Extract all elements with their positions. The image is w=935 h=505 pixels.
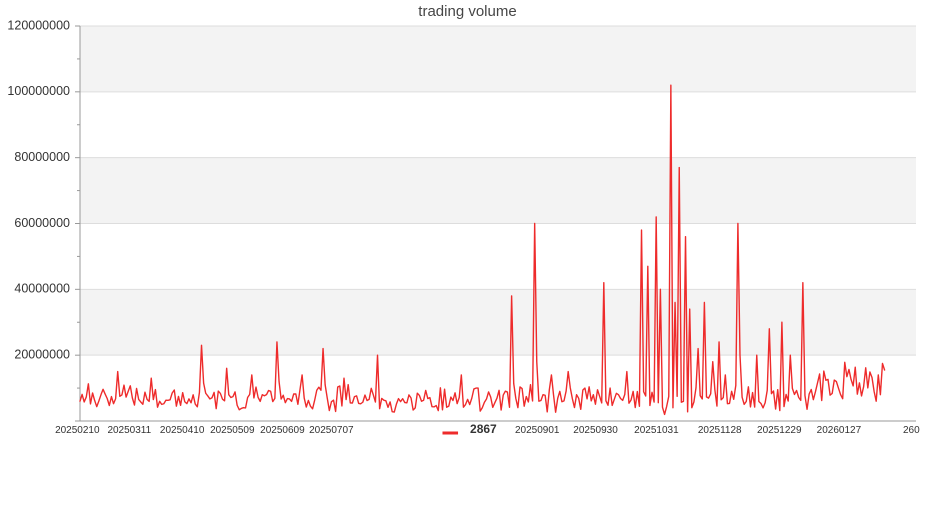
svg-text:20260127: 20260127	[817, 425, 862, 436]
svg-text:60000000: 60000000	[14, 216, 70, 230]
svg-text:20000000: 20000000	[14, 347, 70, 361]
svg-text:20251229: 20251229	[757, 425, 802, 436]
svg-text:2867: 2867	[470, 422, 497, 436]
svg-text:20251031: 20251031	[634, 425, 679, 436]
svg-text:20250930: 20250930	[573, 425, 618, 436]
svg-text:260: 260	[903, 425, 920, 436]
svg-text:20250210: 20250210	[55, 425, 100, 436]
svg-text:20251128: 20251128	[698, 425, 742, 436]
svg-text:80000000: 80000000	[14, 150, 70, 164]
svg-text:20250707: 20250707	[309, 425, 354, 436]
svg-text:40000000: 40000000	[14, 282, 70, 296]
svg-text:20250609: 20250609	[260, 425, 305, 436]
svg-text:20250410: 20250410	[160, 425, 205, 436]
svg-text:20250311: 20250311	[107, 425, 151, 436]
svg-text:120000000: 120000000	[7, 18, 70, 32]
svg-text:20250509: 20250509	[210, 425, 255, 436]
svg-text:20250901: 20250901	[515, 425, 560, 436]
svg-text:100000000: 100000000	[7, 84, 70, 98]
